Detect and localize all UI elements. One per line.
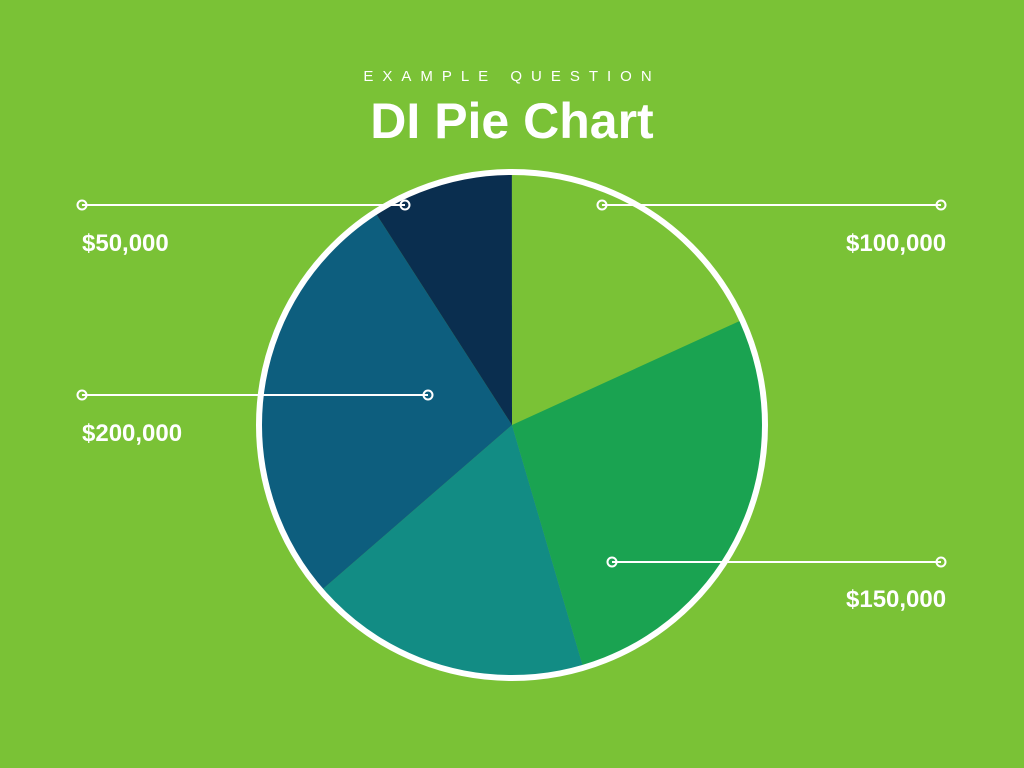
callout-label: $150,000	[846, 586, 946, 614]
callout-label: $100,000	[846, 230, 946, 258]
pie-chart	[0, 0, 1024, 768]
callout-label: $200,000	[82, 420, 182, 448]
callout-label: $50,000	[82, 230, 169, 258]
